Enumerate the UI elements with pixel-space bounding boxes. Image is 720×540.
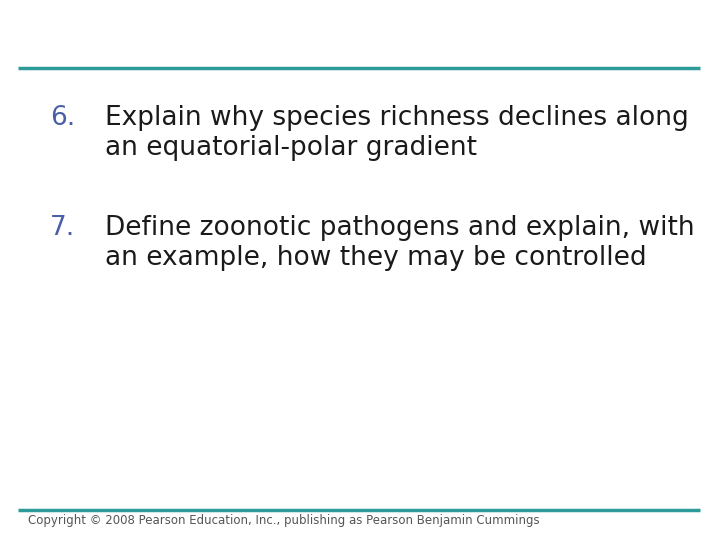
- Text: Explain why species richness declines along: Explain why species richness declines al…: [105, 105, 689, 131]
- Text: 7.: 7.: [50, 215, 76, 241]
- Text: Copyright © 2008 Pearson Education, Inc., publishing as Pearson Benjamin Cumming: Copyright © 2008 Pearson Education, Inc.…: [28, 514, 539, 527]
- Text: Define zoonotic pathogens and explain, with: Define zoonotic pathogens and explain, w…: [105, 215, 695, 241]
- Text: an equatorial-polar gradient: an equatorial-polar gradient: [105, 135, 477, 161]
- Text: an example, how they may be controlled: an example, how they may be controlled: [105, 245, 647, 271]
- Text: 6.: 6.: [50, 105, 76, 131]
